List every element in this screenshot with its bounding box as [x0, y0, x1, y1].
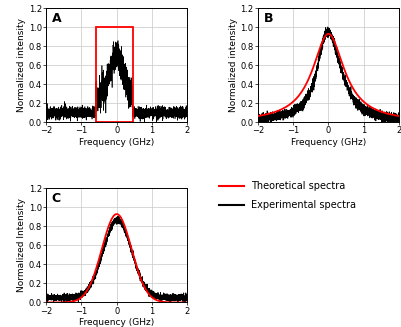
Legend: Theoretical spectra, Experimental spectra: Theoretical spectra, Experimental spectr… — [219, 181, 356, 210]
Y-axis label: Normalized intensity: Normalized intensity — [229, 18, 238, 112]
Y-axis label: Normalized Intensity: Normalized Intensity — [17, 198, 26, 292]
X-axis label: Frequency (GHz): Frequency (GHz) — [291, 138, 366, 147]
X-axis label: Frequency (GHz): Frequency (GHz) — [79, 138, 154, 147]
Y-axis label: Normalized intensity: Normalized intensity — [17, 18, 26, 112]
X-axis label: Frequency (GHz): Frequency (GHz) — [79, 318, 154, 327]
Text: B: B — [263, 11, 273, 25]
Text: A: A — [52, 11, 61, 25]
Text: C: C — [52, 192, 61, 205]
Bar — [95, 27, 133, 122]
